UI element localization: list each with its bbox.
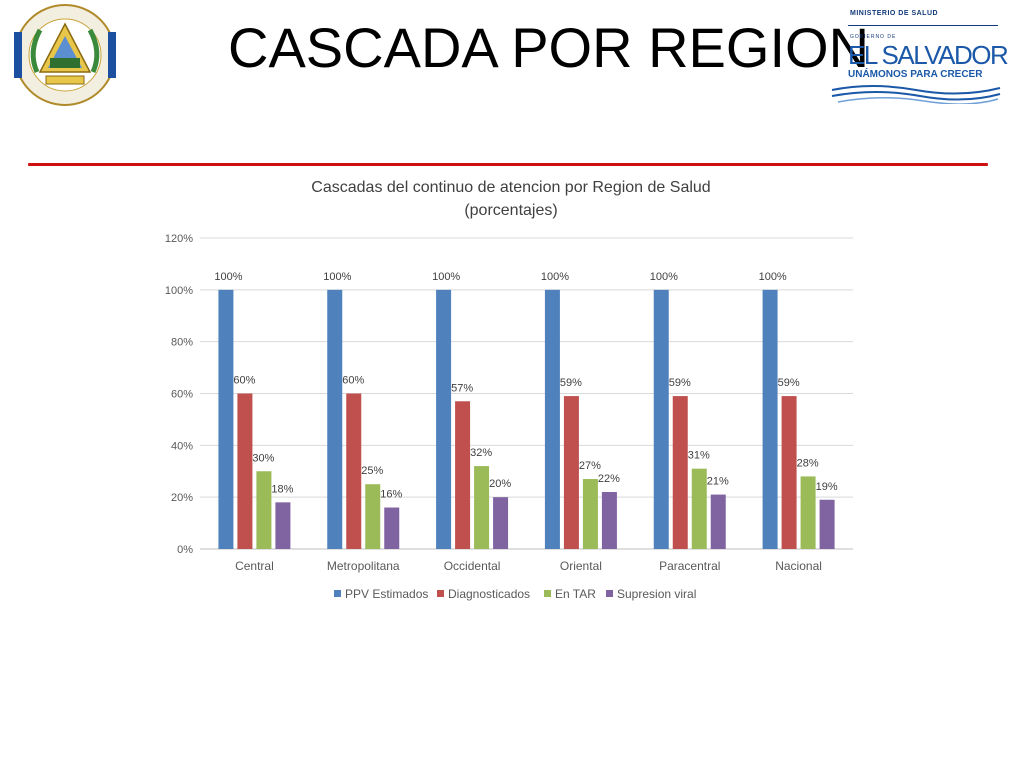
legend-label: En TAR	[555, 587, 596, 601]
logo-divider	[848, 25, 998, 26]
chart-bars	[218, 289, 835, 549]
chart-data-labels: 100% 60% 30% 18% 100% 60% 25% 16% 100% 57% 32% 20% 1…	[214, 271, 837, 501]
bar	[384, 507, 400, 549]
bar	[218, 289, 234, 549]
data-label: 31%	[688, 450, 710, 462]
logo-ministerio-text: MINISTERIO DE SALUD	[850, 10, 939, 17]
logo-el-salvador-text: EL SALVADOR	[848, 40, 1009, 70]
data-label: 100%	[432, 271, 460, 283]
logo-slogan-text: UNÁMONOS PARA CRECER	[848, 69, 983, 80]
x-category-label: Occidental	[444, 559, 501, 573]
slide-title: CASCADA POR REGION	[228, 16, 870, 79]
data-label: 59%	[669, 377, 691, 389]
legend-swatch	[437, 590, 444, 597]
x-category-label: Nacional	[775, 559, 822, 573]
bar	[800, 476, 816, 549]
y-tick-label: 60%	[171, 389, 193, 401]
bar	[653, 289, 669, 549]
x-category-label: Paracentral	[659, 559, 720, 573]
legend-swatch	[334, 590, 341, 597]
bar	[691, 468, 707, 549]
data-label: 59%	[778, 377, 800, 389]
y-tick-label: 80%	[171, 337, 193, 349]
logo-wave-icon	[831, 85, 1001, 104]
data-label: 100%	[323, 271, 351, 283]
bar	[237, 393, 253, 549]
bar	[710, 494, 726, 549]
data-label: 100%	[214, 271, 242, 283]
title-divider	[28, 163, 988, 166]
chart-subtitle: (porcentajes)	[464, 202, 557, 219]
y-tick-label: 40%	[171, 440, 193, 452]
bar	[544, 289, 560, 549]
data-label: 60%	[342, 375, 364, 387]
legend-label: PPV Estimados	[345, 587, 428, 601]
data-label: 100%	[541, 271, 569, 283]
y-tick-label: 100%	[165, 285, 193, 297]
x-category-label: Central	[235, 559, 274, 573]
chart-title: Cascadas del continuo de atencion por Re…	[311, 179, 710, 196]
y-tick-label: 120%	[165, 233, 193, 245]
data-label: 28%	[797, 457, 819, 469]
y-tick-label: 20%	[171, 492, 193, 504]
data-label: 16%	[380, 489, 402, 501]
bar	[819, 499, 835, 549]
data-label: 19%	[816, 481, 838, 493]
bar	[474, 466, 490, 549]
data-label: 60%	[233, 375, 255, 387]
data-label: 100%	[759, 271, 787, 283]
x-category-label: Metropolitana	[327, 559, 400, 573]
x-axis-categories: Central Metropolitana Occidental Oriental Pa…	[235, 559, 822, 573]
bar	[256, 471, 272, 549]
bar	[346, 393, 362, 549]
bar	[327, 289, 343, 549]
data-label: 30%	[252, 452, 274, 464]
bar	[455, 401, 471, 549]
data-label: 25%	[361, 465, 383, 477]
data-label: 22%	[598, 473, 620, 485]
data-label: 100%	[650, 271, 678, 283]
chart-legend: PPV Estimados Diagnosticados En TAR Supresi…	[334, 587, 696, 601]
x-category-label: Oriental	[560, 559, 602, 573]
bar	[275, 502, 291, 549]
data-label: 20%	[489, 478, 511, 490]
legend-swatch	[606, 590, 613, 597]
legend-label: Supresion viral	[617, 587, 696, 601]
data-label: 59%	[560, 377, 582, 389]
bar	[493, 497, 509, 549]
logo-gobierno-text: GOBIERNO DE	[850, 34, 897, 40]
data-label: 57%	[451, 382, 473, 394]
bar	[563, 396, 579, 549]
gobierno-el-salvador-logo: MINISTERIO DE SALUD GOBIERNO DE EL SALVA…	[828, 8, 1009, 104]
el-salvador-seal-logo	[6, 2, 124, 108]
bar	[762, 289, 778, 549]
bar	[781, 396, 797, 549]
legend-label: Diagnosticados	[448, 587, 530, 601]
bar	[672, 396, 688, 549]
data-label: 21%	[707, 476, 729, 488]
y-axis-ticks: 0% 20% 40% 60% 80% 100% 120%	[165, 233, 193, 556]
legend-swatch	[544, 590, 551, 597]
chart-gridlines	[200, 237, 853, 550]
data-label: 32%	[470, 447, 492, 459]
bar	[601, 491, 617, 549]
y-tick-label: 0%	[177, 544, 193, 556]
bar	[365, 484, 381, 549]
bar	[582, 479, 598, 549]
data-label: 27%	[579, 460, 601, 472]
bar	[436, 289, 452, 549]
data-label: 18%	[271, 483, 293, 495]
